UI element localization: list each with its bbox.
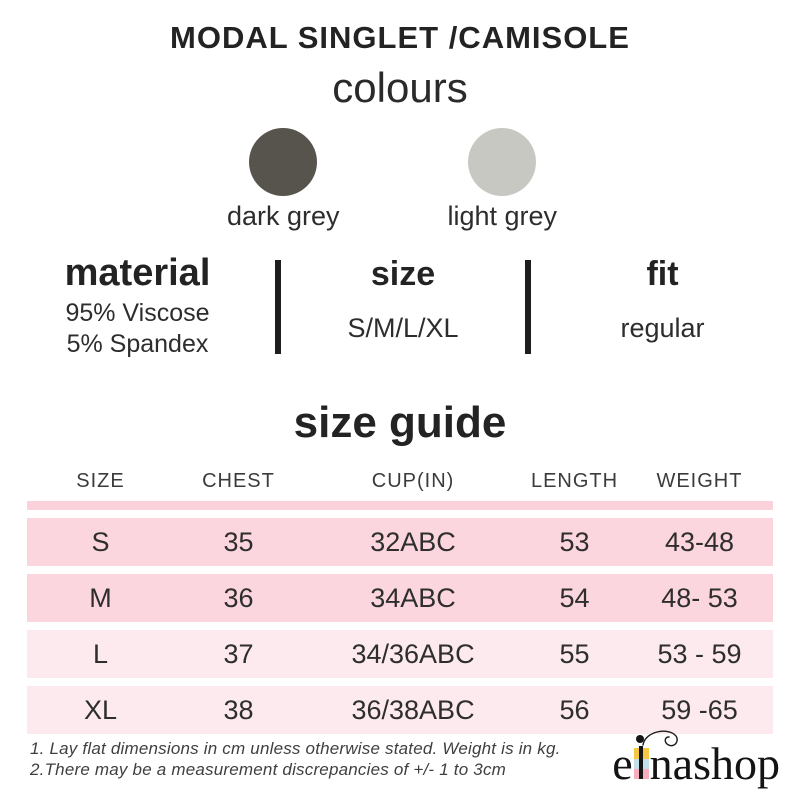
cell-cup: 36/38ABC	[351, 694, 475, 725]
size-guide-table: SIZE CHEST CUP(IN) LENGTH WEIGHT S 35 32…	[27, 468, 773, 734]
loop-flourish	[641, 730, 678, 747]
cell-weight: 53 - 59	[657, 638, 742, 669]
cell-chest: 35	[223, 526, 254, 557]
table-row-m: M 36 34ABC 54 48- 53	[27, 574, 773, 622]
cell-size: S	[91, 526, 110, 557]
cell-weight: 43-48	[664, 526, 734, 557]
pencil-i-icon	[633, 730, 678, 779]
material-composition: 95% Viscose 5% Spandex	[65, 298, 209, 359]
cell-size: M	[89, 582, 112, 613]
cell-cup: 34ABC	[370, 582, 456, 613]
table-row-s: S 35 32ABC 53 43-48	[27, 518, 773, 566]
table-row-l: L 37 34/36ABC 55 53 - 59	[27, 630, 773, 678]
cell-weight: 48- 53	[661, 582, 738, 613]
footnotes: 1. Lay flat dimensions in cm unless othe…	[30, 738, 561, 781]
column-header-weight: WEIGHT	[656, 469, 743, 492]
size-value: S/M/L/XL	[347, 313, 459, 343]
material-section: material 95% Viscose 5% Spandex	[0, 254, 275, 366]
column-header-length: LENGTH	[530, 469, 619, 492]
swatch-label: light grey	[447, 201, 558, 231]
size-label: size	[370, 255, 436, 293]
light-grey-circle-icon	[468, 128, 537, 196]
size-guide-heading: size guide	[293, 398, 507, 447]
material-line-1: 95% Viscose	[65, 299, 210, 327]
table-row-xl: XL 38 36/38ABC 56 59 -65	[27, 686, 773, 734]
swatch-light-grey: light grey	[447, 128, 558, 232]
cell-size: L	[92, 638, 108, 669]
cell-length: 53	[559, 526, 590, 557]
cell-length: 54	[559, 582, 590, 613]
colour-swatches: dark grey light grey	[0, 128, 792, 232]
cell-size: XL	[83, 694, 117, 725]
pencil-stem	[638, 746, 643, 779]
table-header-row: SIZE CHEST CUP(IN) LENGTH WEIGHT	[27, 468, 773, 494]
colours-heading: colours	[332, 64, 468, 111]
i-dot	[635, 735, 644, 743]
dark-grey-circle-icon	[249, 128, 318, 196]
page-title: MODAL SINGLET /CAMISOLE	[170, 20, 630, 55]
cell-chest: 36	[223, 582, 254, 613]
cell-chest: 38	[223, 694, 254, 725]
cell-cup: 34/36ABC	[351, 638, 475, 669]
fit-value: regular	[620, 313, 705, 343]
vertical-divider	[525, 260, 531, 354]
column-header-chest: CHEST	[202, 469, 275, 492]
material-label: material	[64, 252, 211, 294]
fit-label: fit	[646, 255, 679, 293]
cell-chest: 37	[223, 638, 254, 669]
cell-cup: 32ABC	[370, 526, 456, 557]
cell-length: 56	[559, 694, 590, 725]
info-row: material 95% Viscose 5% Spandex size S/M…	[0, 254, 800, 366]
footnote-1: 1. Lay flat dimensions in cm unless othe…	[30, 739, 561, 758]
vertical-divider	[275, 260, 281, 354]
size-section: size S/M/L/XL	[281, 254, 525, 366]
swatch-dark-grey: dark grey	[227, 128, 340, 232]
einashop-logo: e nashop	[612, 730, 780, 790]
cell-weight: 59 -65	[661, 694, 738, 725]
logo-text-before: e	[612, 738, 633, 789]
fit-section: fit regular	[531, 254, 794, 366]
column-header-size: SIZE	[76, 469, 125, 492]
cell-length: 55	[559, 638, 590, 669]
footnote-2: 2.There may be a measurement discrepanci…	[30, 760, 507, 780]
swatch-label: dark grey	[226, 201, 340, 231]
material-line-2: 5% Spandex	[66, 329, 209, 358]
column-header-cup: CUP(IN)	[371, 469, 455, 492]
header-underline	[27, 501, 773, 510]
